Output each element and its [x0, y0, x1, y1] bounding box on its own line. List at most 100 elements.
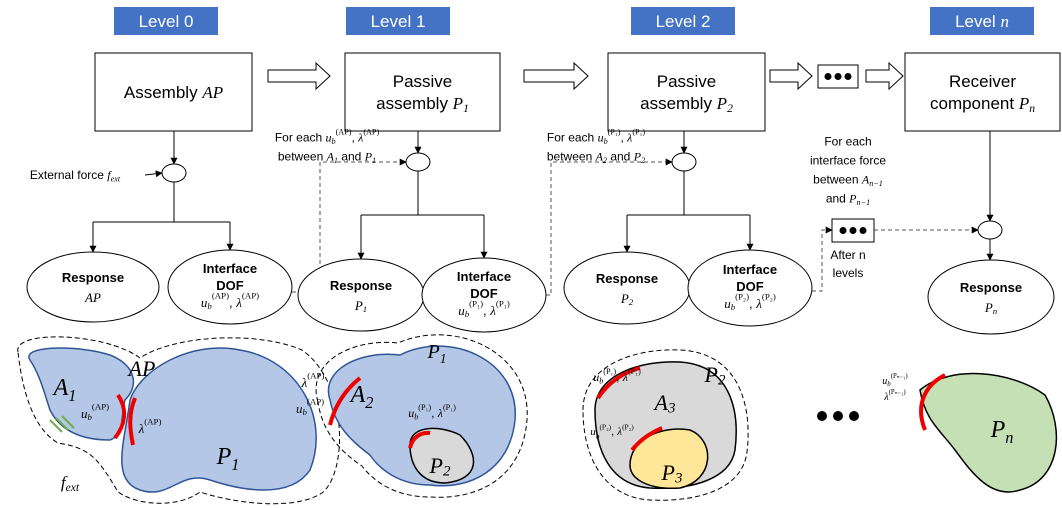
level-tag-label: Level 0 — [139, 12, 194, 31]
output-label: Interface — [203, 261, 257, 276]
text-run: b — [599, 376, 603, 385]
output-label: Interface — [457, 269, 511, 284]
text-run: For each — [824, 135, 871, 149]
text-run: (AP) — [92, 402, 109, 412]
output-node — [27, 252, 159, 322]
text-run: For each — [547, 131, 598, 145]
output-label: Response — [596, 271, 658, 286]
figure-label: AP — [127, 356, 156, 381]
text-run: (P₁) — [608, 127, 621, 136]
text-run: Passive — [393, 72, 453, 91]
dot — [860, 227, 867, 234]
annotation: For each — [824, 135, 871, 149]
text-run: 1 — [463, 102, 469, 115]
annotation: After n — [830, 248, 865, 262]
text-run: and — [826, 192, 849, 206]
text-run: between — [813, 173, 862, 187]
text-run: , — [229, 295, 236, 310]
text-run: 1 — [440, 351, 447, 366]
text-run: between — [278, 150, 327, 164]
text-run: 2 — [641, 156, 645, 165]
text-run: 1 — [363, 304, 367, 314]
text-run: b — [207, 301, 212, 311]
text-run: P — [704, 362, 718, 387]
dot — [825, 73, 832, 80]
text-run: P — [452, 94, 463, 113]
level-box-label: Passive — [393, 72, 453, 91]
figure-label: P1 — [426, 341, 446, 366]
text-run: P — [716, 94, 727, 113]
text-run: 2 — [727, 102, 733, 115]
text-run: 2 — [365, 393, 373, 412]
annotation: External force fext — [30, 168, 121, 183]
junction — [162, 164, 186, 182]
dot — [817, 411, 827, 421]
annotation: and Pn−1 — [826, 192, 870, 207]
text-run: External force — [30, 168, 107, 182]
text-run: (AP) — [144, 417, 161, 427]
level-box — [608, 53, 765, 131]
text-run: P — [990, 417, 1006, 443]
ellipsis-dots — [817, 411, 859, 421]
text-run: assembly — [640, 94, 717, 113]
dot — [833, 411, 843, 421]
flow-arrow — [866, 63, 903, 89]
level-box — [345, 53, 500, 131]
text-run: Response — [596, 271, 658, 286]
text-run: (P₁) — [632, 127, 645, 136]
text-run: P — [354, 298, 363, 313]
flow-arrow — [524, 63, 588, 89]
text-run: P — [429, 453, 443, 478]
figure-label: P2 — [704, 362, 726, 389]
text-run: (P₁) — [496, 299, 510, 309]
figure-1 — [316, 335, 527, 497]
text-run: assembly — [376, 94, 453, 113]
text-run: Passive — [657, 72, 717, 91]
text-run: (P₁) — [469, 299, 483, 309]
level-box-label: assembly P1 — [376, 94, 469, 115]
text-run: , — [431, 406, 438, 420]
output-label: Interface — [723, 262, 777, 277]
text-run: P — [216, 444, 232, 470]
text-run: Interface — [723, 262, 777, 277]
text-run: b — [731, 302, 736, 312]
annotation: levels — [833, 266, 864, 280]
text-run: (AP) — [242, 291, 259, 301]
text-run: b — [465, 309, 470, 319]
text-run: P — [1018, 94, 1029, 113]
text-run: n−1 — [869, 179, 883, 188]
output-node — [298, 259, 424, 331]
text-run: AP — [84, 290, 101, 305]
text-run: between — [547, 150, 596, 164]
text-run: (AP) — [307, 397, 324, 407]
text-run: 1 — [68, 386, 76, 405]
annotation: between An−1 — [813, 173, 883, 188]
text-run: Assembly — [124, 83, 202, 102]
text-run: levels — [833, 266, 864, 280]
text-run: A — [349, 382, 366, 408]
dot — [849, 411, 859, 421]
level-box-label: Passive — [657, 72, 717, 91]
level-box — [905, 53, 1060, 131]
text-run: n — [1005, 428, 1013, 447]
region-pn — [920, 374, 1056, 492]
text-run: Level 2 — [656, 12, 711, 31]
connector — [812, 230, 832, 291]
figure-label: λ(AP) — [301, 371, 325, 390]
level-tag-label: Level 1 — [371, 12, 426, 31]
text-run: , — [616, 370, 623, 384]
text-run: n — [1000, 12, 1009, 31]
figure-3 — [920, 374, 1056, 492]
text-run: ext — [66, 481, 80, 494]
text-run: , — [620, 131, 627, 145]
text-run: Level 1 — [371, 12, 426, 31]
text-run: AP — [201, 83, 223, 102]
output-label: AP — [84, 290, 101, 305]
junction — [978, 221, 1002, 239]
text-run: (P₁) — [628, 367, 641, 376]
text-run: b — [414, 412, 418, 421]
text-run: 2 — [718, 373, 726, 389]
text-run: Response — [960, 280, 1022, 295]
text-run: (AP) — [212, 291, 229, 301]
text-run: n−1 — [857, 198, 871, 207]
